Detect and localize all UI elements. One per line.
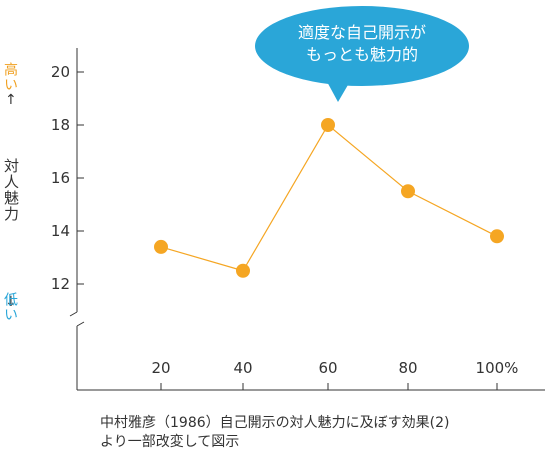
y-high-label: 高い (2, 62, 18, 92)
series-line (160, 124, 498, 272)
up-arrow-icon: ↑ (5, 92, 17, 108)
x-tick-label: 40 (233, 359, 252, 377)
data-point (401, 184, 415, 199)
data-point (236, 263, 250, 278)
y-tick-label: 20 (51, 63, 70, 81)
data-point (154, 239, 168, 254)
callout-text-line1: 適度な自己開示が (298, 23, 426, 42)
x-tick-label: 20 (151, 359, 170, 377)
markers (154, 118, 504, 278)
axis-break-mark (69, 311, 85, 327)
caption-line1: 中村雅彦（1986）自己開示の対人魅力に及ぼす効果(2) (100, 415, 450, 431)
x-ticks: 20 40 60 80 100% (151, 359, 518, 390)
x-tick-label: 60 (318, 359, 337, 377)
y-axis-label: 対人魅力 (2, 158, 20, 222)
x-tick-label: 80 (398, 359, 417, 377)
caption: 中村雅彦（1986）自己開示の対人魅力に及ぼす効果(2) より一部改変して図示 (100, 414, 449, 452)
y-tick-label: 12 (51, 275, 70, 293)
down-arrow-icon: ↓ (5, 294, 17, 310)
callout-ellipse (255, 6, 469, 86)
callout-text-line2: もっとも魅力的 (306, 45, 418, 64)
y-tick-label: 16 (51, 169, 70, 187)
axes (69, 48, 545, 391)
y-tick-label: 14 (51, 222, 70, 240)
data-point (321, 118, 335, 132)
callout-bubble: 適度な自己開示が もっとも魅力的 (255, 6, 469, 102)
y-ticks: 12 14 16 18 20 (51, 63, 84, 293)
callout-tail (325, 78, 352, 102)
y-low-label: 低い (2, 292, 18, 322)
y-tick-label: 18 (51, 116, 70, 134)
data-point (490, 229, 504, 244)
caption-line2: より一部改変して図示 (100, 434, 240, 450)
x-tick-label: 100% (476, 359, 519, 377)
